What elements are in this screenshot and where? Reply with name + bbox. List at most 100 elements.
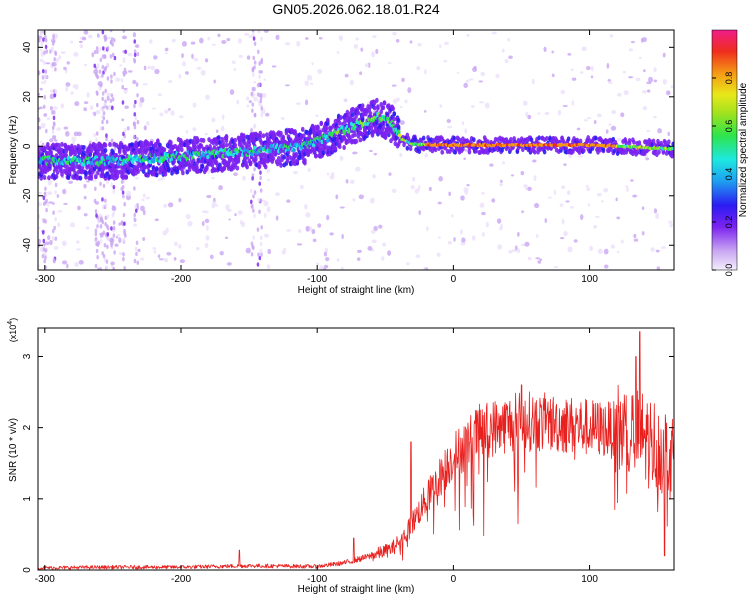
spectrogram-ridge-core: [158, 159, 162, 164]
spectrogram-streak-speckle: [113, 250, 116, 255]
spectrogram-y-tick-label: 40: [22, 41, 33, 53]
spectrogram-x-ticks: -300 -200 -100 0 100: [35, 30, 598, 285]
spectrogram-noise-speckle: [66, 61, 70, 65]
spectrogram-heatmap: [38, 30, 674, 270]
spectrogram-ridge-halo: [379, 109, 383, 115]
spectrogram-streak-speckle: [113, 71, 116, 77]
spectrogram-noise-speckle: [231, 60, 236, 64]
spectrogram-streak-speckle: [251, 102, 255, 107]
spectrogram-ridge-halo: [108, 142, 112, 148]
spectrogram-streak-speckle: [93, 63, 97, 69]
spectrogram-streak-speckle: [106, 214, 110, 219]
spectrogram-ridge-halo: [632, 139, 636, 145]
spectrogram-noise-speckle: [641, 231, 645, 236]
spectrogram-noise-speckle: [38, 107, 41, 110]
spectrogram-noise-speckle: [593, 224, 598, 229]
spectrogram-noise-speckle: [140, 205, 145, 212]
spectrogram-streak-speckle: [43, 191, 47, 196]
spectrogram-noise-speckle: [242, 175, 246, 181]
spectrogram-ridge-halo: [154, 166, 159, 172]
spectrogram-streak-speckle: [259, 175, 262, 181]
spectrogram-streak-speckle: [53, 225, 56, 231]
spectrogram-noise-speckle: [485, 221, 489, 228]
spectrogram-ridge-halo: [360, 117, 365, 123]
spectrogram-noise-speckle: [560, 237, 565, 240]
snr-frame: [37, 327, 675, 571]
spectrogram-noise-speckle: [495, 73, 500, 79]
spectrogram-ridge-halo: [247, 142, 252, 148]
snr-x-tick-label: -100: [307, 574, 327, 585]
spectrogram-noise-speckle: [533, 202, 540, 209]
colorbar-tick-label: 0.2: [724, 216, 734, 229]
spectrogram-streak-speckle: [133, 57, 136, 63]
spectrogram-ridge-halo: [172, 159, 176, 165]
spectrogram-noise-speckle: [40, 41, 44, 44]
spectrogram-noise-speckle: [78, 259, 84, 265]
spectrogram-noise-speckle: [76, 248, 81, 251]
svg-text:(x104): (x104): [7, 318, 18, 342]
spectrogram-streak-speckle: [113, 146, 117, 152]
spectrogram-noise-speckle: [551, 50, 554, 54]
spectrogram-noise-speckle: [670, 85, 674, 89]
spectrogram-streak-speckle: [258, 209, 261, 214]
spectrogram-streak-speckle: [259, 99, 263, 104]
spectrogram-streak-speckle: [112, 233, 116, 238]
spectrogram-streak-speckle: [98, 69, 102, 74]
spectrogram-noise-speckle: [181, 40, 187, 47]
spectrogram-ridge-halo: [254, 156, 258, 162]
spectrogram-noise-speckle: [159, 112, 164, 117]
spectrogram-ridge-halo: [300, 126, 305, 132]
spectrogram-ridge-core: [206, 154, 210, 160]
spectrogram-streak-speckle: [97, 33, 100, 38]
spectrogram-noise-speckle: [360, 47, 364, 52]
spectrogram-ridge-halo: [333, 146, 338, 152]
spectrogram-noise-speckle: [547, 196, 552, 199]
spectrogram-noise-speckle: [642, 69, 646, 73]
spectrogram-noise-speckle: [238, 54, 243, 59]
spectrogram-streak-speckle: [96, 74, 99, 80]
spectrogram-noise-speckle: [285, 84, 290, 87]
spectrogram-noise-speckle: [226, 262, 232, 266]
spectrogram-ridge-halo: [224, 137, 229, 143]
spectrogram-streak-speckle: [259, 198, 263, 203]
spectrogram-noise-speckle: [70, 91, 74, 95]
spectrogram-noise-speckle: [143, 65, 147, 71]
spectrogram-noise-speckle: [86, 180, 90, 183]
spectrogram-ridge-halo: [196, 138, 200, 144]
spectrogram-streak-speckle: [112, 220, 116, 225]
spectrogram-ridge-halo: [188, 146, 193, 152]
spectrogram-noise-speckle: [38, 117, 41, 123]
snr-x-ticks: -300 -200 -100 0 100: [35, 328, 598, 585]
spectrogram-noise-speckle: [579, 71, 584, 74]
spectrogram-noise-speckle: [543, 46, 547, 52]
spectrogram-streak-speckle: [133, 49, 137, 54]
spectrogram-noise-speckle: [83, 107, 87, 112]
spectrogram-ridge-halo: [136, 168, 141, 174]
spectrogram-noise-speckle: [38, 37, 41, 43]
spectrogram-noise-speckle: [364, 63, 369, 68]
spectrogram-noise-speckle: [439, 44, 442, 49]
spectrogram-noise-speckle: [119, 64, 122, 67]
spectrogram-noise-speckle: [39, 140, 42, 143]
spectrogram-ridge-halo: [142, 164, 147, 170]
spectrogram-noise-speckle: [138, 101, 143, 108]
spectrogram-noise-speckle: [166, 251, 172, 256]
spectrogram-noise-speckle: [391, 84, 397, 87]
spectrogram-streak-speckle: [104, 221, 107, 227]
spectrogram-noise-speckle: [632, 194, 638, 198]
spectrogram-noise-speckle: [652, 115, 657, 119]
spectrogram-noise-speckle: [157, 178, 162, 181]
spectrogram-streak-speckle: [120, 78, 124, 83]
spectrogram-noise-speckle: [38, 125, 42, 130]
spectrogram-ridge-halo: [175, 169, 180, 175]
spectrogram-streak-speckle: [122, 256, 125, 262]
spectrogram-noise-speckle: [339, 206, 345, 209]
spectrogram-ridge-halo: [124, 174, 129, 180]
spectrogram-noise-speckle: [399, 152, 403, 158]
spectrogram-noise-speckle: [537, 260, 542, 264]
spectrogram-noise-speckle: [635, 77, 641, 82]
spectrogram-noise-speckle: [286, 229, 292, 232]
spectrogram-noise-speckle: [352, 197, 356, 202]
spectrogram-noise-speckle: [626, 187, 629, 192]
spectrogram-noise-speckle: [491, 31, 497, 35]
